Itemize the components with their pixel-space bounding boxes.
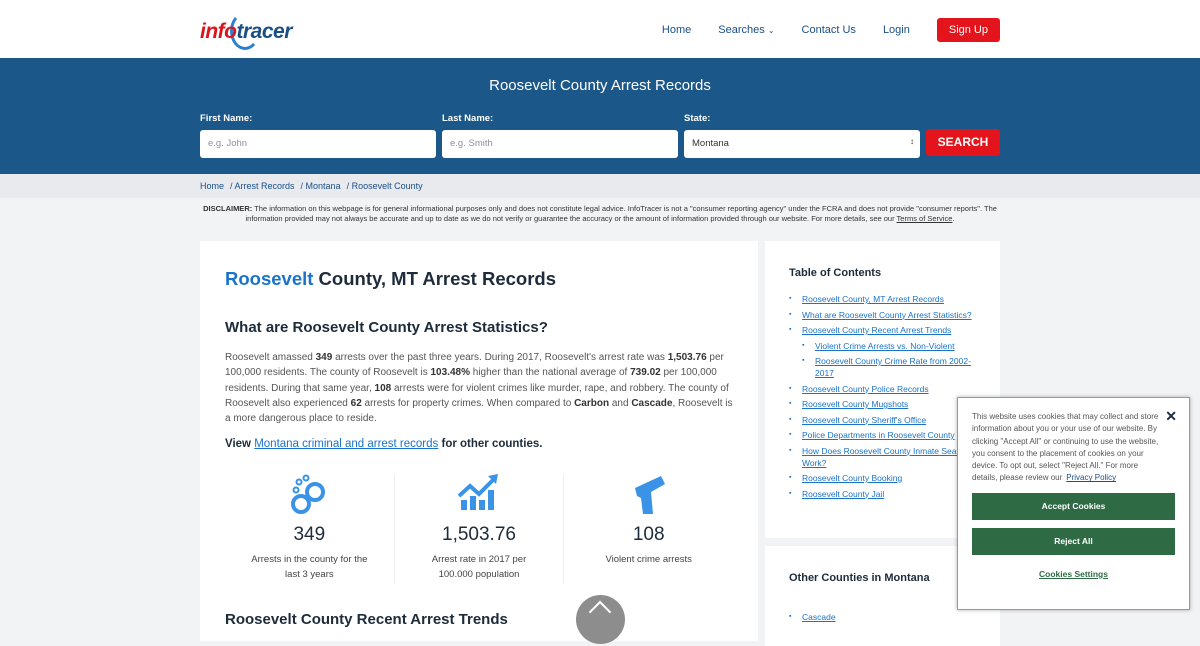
search-hero: Roosevelt County Arrest Records First Na…	[0, 58, 1200, 174]
accept-cookies-button[interactable]: Accept Cookies	[972, 492, 1175, 520]
stat-value: 1,503.76	[442, 524, 516, 546]
stat-violent: 108 Violent crime arrests	[564, 474, 733, 584]
toc-title: Table of Contents	[789, 267, 882, 279]
highlight-value: 62	[350, 397, 362, 409]
logo-text: tracer	[236, 20, 292, 43]
first-name-input[interactable]: e.g. John	[200, 130, 436, 158]
breadcrumb-arrest-records[interactable]: / Arrest Records	[230, 181, 295, 191]
toc-link[interactable]: Roosevelt County Mugshots	[789, 398, 976, 410]
chevron-down-icon: ⌄	[767, 26, 775, 35]
toc-link[interactable]: Roosevelt County Jail	[789, 488, 976, 500]
disclaimer-label: DISCLAIMER:	[203, 204, 253, 213]
state-value: Montana	[692, 138, 729, 149]
main-nav: Home Searches ⌄ Contact Us Login Sign Up	[635, 18, 1000, 42]
nav-searches[interactable]: Searches ⌄	[718, 24, 774, 36]
highlight-value: 103.48%	[430, 367, 470, 379]
toc-link[interactable]: Roosevelt County Police Records	[789, 383, 976, 395]
reject-all-button[interactable]: Reject All	[972, 527, 1175, 555]
toc-link[interactable]: What are Roosevelt County Arrest Statist…	[789, 309, 976, 321]
highlight-value: Cascade	[631, 397, 673, 409]
toc-link[interactable]: Roosevelt County Booking	[789, 472, 976, 484]
toc-link[interactable]: Roosevelt County Crime Rate from 2002-20…	[802, 355, 976, 379]
stat-label: Arrest rate in 2017 per 100.000 populati…	[431, 554, 527, 581]
stat-arrests: 349 Arrests in the county for the last 3…	[225, 474, 395, 585]
toc-link[interactable]: How Does Roosevelt County Inmate Search …	[789, 445, 976, 469]
first-name-label: First Name:	[200, 113, 253, 124]
handcuffs-icon	[225, 474, 394, 516]
highlight-value: 108	[374, 382, 392, 394]
view-other-counties: View Montana criminal and arrest records…	[225, 438, 733, 450]
disclaimer: DISCLAIMER: The information on this webp…	[0, 198, 1200, 224]
search-button[interactable]: SEARCH	[926, 129, 1000, 156]
view-post: for other counties.	[438, 438, 543, 451]
view-pre: View	[225, 438, 255, 451]
gun-icon	[564, 474, 733, 516]
article-title: Roosevelt County, MT Arrest Records	[225, 268, 733, 290]
close-icon[interactable]: ✕	[1165, 408, 1177, 424]
toc-link[interactable]: Roosevelt County, MT Arrest Records	[789, 293, 976, 305]
text: , Roosevelt is a more dangerous place to…	[225, 397, 733, 425]
stat-value: 349	[293, 524, 326, 546]
state-label: State:	[684, 113, 711, 124]
text: Roosevelt amassed	[225, 352, 316, 363]
stat-label: Violent crime arrests	[605, 554, 692, 566]
stat-arrest-rate: 1,503.76 Arrest rate in 2017 per 100.000…	[395, 474, 565, 585]
logo-text: info	[200, 20, 237, 43]
toc-link[interactable]: Violent Crime Arrests vs. Non-Violent	[802, 340, 976, 352]
toc-link[interactable]: Police Departments in Roosevelt County	[789, 429, 976, 441]
page-title: Roosevelt County Arrest Records	[489, 77, 711, 94]
stat-value: 108	[632, 524, 665, 546]
stats-heading: What are Roosevelt County Arrest Statist…	[225, 319, 548, 336]
breadcrumb-montana[interactable]: / Montana	[300, 181, 341, 191]
select-arrows-icon: ↕	[910, 137, 914, 146]
stat-label: Arrests in the county for the last 3 yea…	[251, 554, 368, 581]
highlight-value: 739.02	[630, 367, 661, 379]
disclaimer-end: .	[952, 214, 955, 223]
infotracer-logo[interactable]: infotracer	[200, 10, 310, 50]
toc-link[interactable]: Roosevelt County Recent Arrest Trends	[789, 324, 976, 336]
highlight-value: 1,503.76	[667, 352, 707, 363]
montana-records-link[interactable]: Montana criminal and arrest records	[254, 438, 439, 451]
privacy-policy-link[interactable]: Privacy Policy	[1066, 473, 1117, 483]
nav-label: Searches	[718, 24, 765, 36]
nav-contact[interactable]: Contact Us	[801, 24, 856, 36]
text: arrests for property crimes. When compar…	[361, 397, 575, 409]
title-county: Roosevelt	[225, 268, 314, 289]
state-select[interactable]: Montana ↕	[684, 130, 920, 158]
nav-home[interactable]: Home	[661, 24, 692, 36]
breadcrumb: Home / Arrest Records / Montana / Roosevelt…	[0, 174, 1200, 198]
text: per 100,000 residents. During that same …	[225, 367, 717, 394]
text: per 100,000 residents. The county of Roo…	[225, 352, 724, 379]
chart-up-icon	[395, 474, 564, 516]
nav-login[interactable]: Login	[882, 24, 910, 36]
main-content: Roosevelt County, MT Arrest Records What…	[200, 241, 758, 641]
text: and	[609, 397, 632, 409]
stats-row: 349 Arrests in the county for the last 3…	[225, 474, 733, 585]
other-counties-title: Other Counties in Montana	[789, 572, 930, 584]
header: infotracer Home Searches ⌄ Contact Us Lo…	[0, 0, 1200, 58]
highlight-value: Carbon	[574, 397, 610, 409]
county-link[interactable]: Cascade	[789, 611, 976, 623]
signup-button[interactable]: Sign Up	[936, 18, 1000, 42]
toc-link[interactable]: Roosevelt County Sheriff's Office	[789, 414, 976, 426]
highlight-value: 349	[315, 352, 333, 363]
last-name-input[interactable]: e.g. Smith	[442, 130, 678, 158]
cookie-consent-dialog: ✕ This website uses cookies that may col…	[957, 397, 1190, 610]
text: arrests were for violent crimes like mur…	[225, 382, 729, 409]
text: higher than the national average of	[469, 367, 631, 379]
breadcrumb-current: / Roosevelt County	[346, 181, 423, 191]
cookie-text: This website uses cookies that may colle…	[972, 412, 1159, 483]
title-rest: County, MT Arrest Records	[313, 268, 557, 289]
breadcrumb-home[interactable]: Home	[200, 181, 225, 191]
terms-link[interactable]: Terms of Service	[896, 214, 953, 223]
last-name-label: Last Name:	[442, 113, 494, 124]
stats-paragraph: Roosevelt amassed 349 arrests over the p…	[225, 350, 733, 426]
cookies-settings-button[interactable]: Cookies Settings	[1039, 568, 1108, 579]
text: arrests over the past three years. Durin…	[332, 352, 668, 363]
disclaimer-text: The information on this webpage is for g…	[245, 204, 997, 223]
table-of-contents: Table of Contents Roosevelt County, MT A…	[765, 241, 1000, 538]
